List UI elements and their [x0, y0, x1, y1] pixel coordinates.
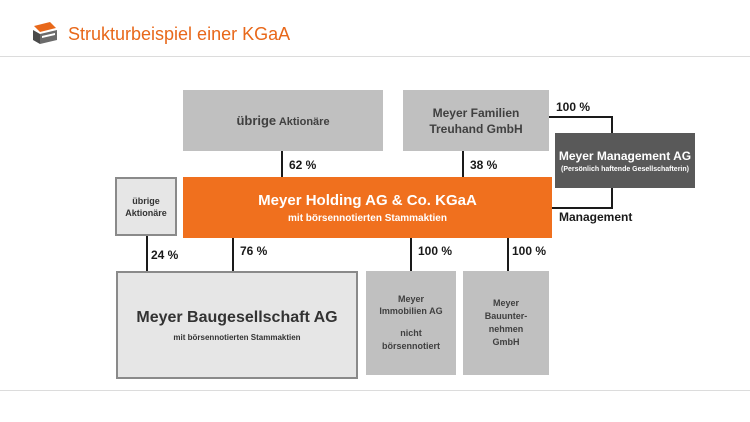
uebrige-top-bold-label: übrige	[236, 113, 277, 128]
pct-100-management-label: 100 %	[556, 100, 591, 114]
pct-62-label: 62 %	[289, 158, 317, 172]
meyer-baugesellschaft-box: Meyer Baugesellschaft AG mit börsennotie…	[116, 271, 358, 379]
management-title: Meyer Management AG	[558, 148, 692, 163]
immo-line1: Meyer	[397, 294, 424, 304]
line-uebrige-left-to-bau	[146, 236, 148, 272]
pct-38-label: 38 %	[470, 158, 498, 172]
immo-line3: nicht	[400, 328, 422, 338]
immo-line4: börsennotiert	[381, 341, 440, 351]
uebrige-left-line1: übrige	[132, 195, 160, 206]
line-management-v	[611, 188, 613, 209]
uebrige-aktionaere-top-box: übrige Aktionäre	[183, 90, 383, 151]
uebrige-aktionaere-left-box: übrige Aktionäre	[115, 177, 177, 236]
bauunter-line4: GmbH	[492, 337, 520, 347]
holding-subtitle: mit börsennotierten Stammaktien	[288, 212, 447, 224]
page-title: Strukturbeispiel einer KGaA	[68, 24, 291, 44]
meyer-bauunternehmen-box: Meyer Bauunter- nehmen GmbH	[463, 271, 549, 375]
meyer-familien-line1: Meyer Familien	[432, 105, 520, 120]
bauunter-line1: Meyer	[492, 298, 519, 308]
meyer-holding-box: Meyer Holding AG & Co. KGaA mit börsenno…	[183, 177, 552, 238]
uebrige-left-line2: Aktionäre	[125, 207, 167, 218]
header-divider	[0, 56, 750, 57]
management-subtitle: (Persönlich haftende Gesellschafterin)	[561, 165, 689, 173]
meyer-familien-treuhand-box: Meyer Familien Treuhand GmbH	[403, 90, 549, 151]
line-familien-to-management-h	[549, 116, 612, 118]
bau-title: Meyer Baugesellschaft AG	[136, 308, 338, 326]
footer-divider	[0, 390, 750, 391]
meyer-management-box: Meyer Management AG (Persönlich haftende…	[555, 133, 695, 188]
pct-100-immo-label: 100 %	[418, 244, 453, 258]
line-uebrige-to-holding	[281, 150, 283, 178]
pct-76-label: 76 %	[240, 244, 268, 258]
line-holding-to-immo	[410, 238, 412, 271]
line-holding-to-bauunter	[507, 238, 509, 271]
line-familien-to-management-v	[611, 116, 613, 134]
line-familien-to-holding	[462, 150, 464, 178]
line-holding-to-bau	[232, 238, 234, 272]
management-role-label: Management	[559, 210, 633, 224]
bauunter-line2: Bauunter-	[484, 311, 528, 321]
bauunter-line3: nehmen	[488, 324, 524, 334]
pct-100-bauunter-label: 100 %	[512, 244, 547, 258]
pct-24-label: 24 %	[151, 248, 179, 262]
uebrige-top-rest-label: Aktionäre	[276, 116, 330, 128]
line-management-h	[552, 207, 612, 209]
meyer-immobilien-box: Meyer Immobilien AG nicht börsennotiert	[366, 271, 456, 375]
book-logo-icon	[30, 18, 60, 48]
holding-title: Meyer Holding AG & Co. KGaA	[258, 191, 477, 209]
meyer-familien-line2: Treuhand GmbH	[429, 121, 523, 136]
bau-subtitle: mit börsennotierten Stammaktien	[173, 332, 301, 342]
immo-line2: Immobilien AG	[379, 306, 443, 316]
